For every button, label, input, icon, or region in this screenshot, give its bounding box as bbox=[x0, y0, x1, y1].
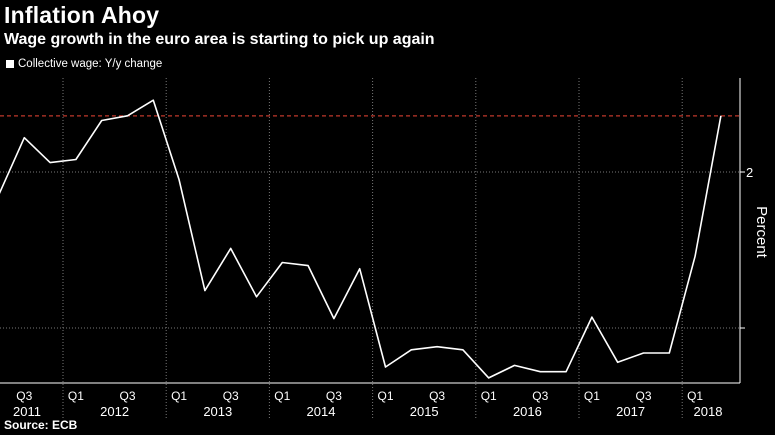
x-year-label: 2012 bbox=[100, 404, 129, 419]
x-quarter-label: Q1 bbox=[687, 389, 703, 403]
x-year-label: 2015 bbox=[410, 404, 439, 419]
series-line-collective-wage bbox=[0, 99, 722, 379]
x-year-label: 2013 bbox=[203, 404, 232, 419]
x-quarter-label: Q1 bbox=[171, 389, 187, 403]
x-quarter-label: Q3 bbox=[16, 389, 32, 403]
x-quarter-label: Q3 bbox=[635, 389, 651, 403]
legend-label: Collective wage: Y/y change bbox=[18, 58, 163, 70]
x-quarter-label: Q3 bbox=[532, 389, 548, 403]
x-quarter-label: Q3 bbox=[119, 389, 135, 403]
x-quarter-label: Q3 bbox=[429, 389, 445, 403]
source-note: Source: ECB bbox=[4, 418, 78, 432]
x-quarter-label: Q1 bbox=[377, 389, 393, 403]
x-quarter-label: Q1 bbox=[274, 389, 290, 403]
x-quarter-label: Q1 bbox=[584, 389, 600, 403]
y-axis-title: Percent bbox=[753, 206, 770, 259]
x-year-label: 2016 bbox=[513, 404, 542, 419]
legend-swatch bbox=[6, 60, 14, 68]
x-year-label: 2011 bbox=[13, 404, 41, 419]
x-quarter-label: Q1 bbox=[68, 389, 84, 403]
legend: Collective wage: Y/y change bbox=[6, 58, 162, 70]
x-year-label: 2017 bbox=[616, 404, 645, 419]
y-tick-label: 2 bbox=[746, 165, 753, 180]
chart-title: Inflation Ahoy bbox=[4, 2, 160, 28]
x-quarter-label: Q3 bbox=[223, 389, 239, 403]
x-quarter-label: Q3 bbox=[326, 389, 342, 403]
x-quarter-label: Q1 bbox=[481, 389, 497, 403]
x-year-label: 2018 bbox=[694, 404, 723, 419]
chart-subtitle: Wage growth in the euro area is starting… bbox=[4, 31, 435, 48]
x-year-label: 2014 bbox=[307, 404, 336, 419]
